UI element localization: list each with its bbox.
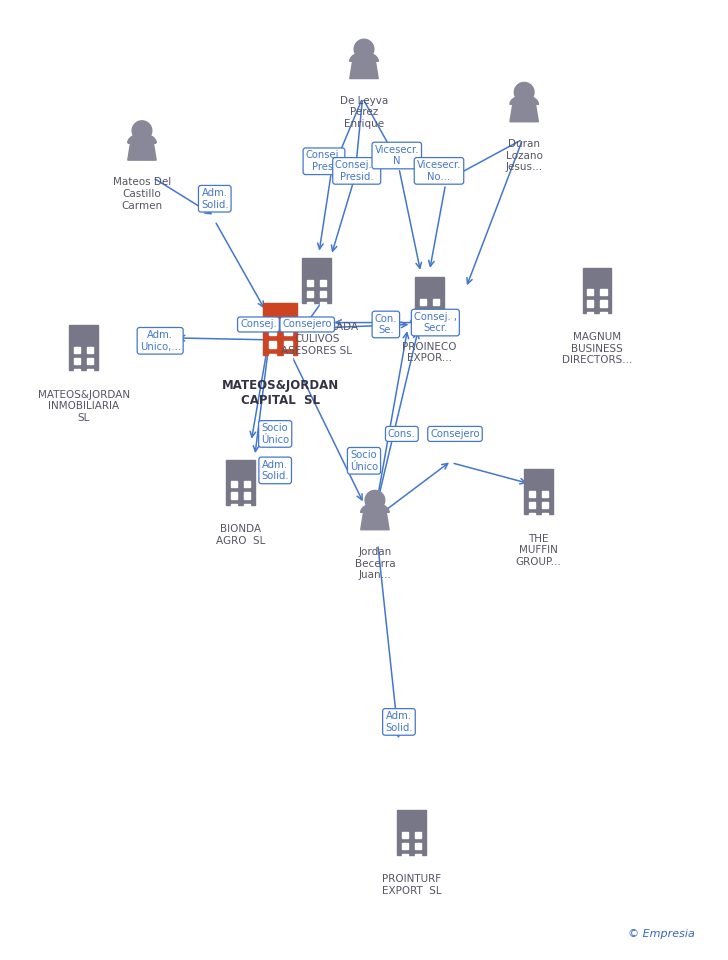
Polygon shape	[349, 53, 379, 61]
Text: Con.
Se.: Con. Se.	[375, 314, 397, 335]
Bar	[231, 481, 237, 488]
Text: Adm.
Unico,...: Adm. Unico,...	[140, 330, 181, 351]
Bar	[307, 302, 313, 308]
Bar	[415, 854, 421, 860]
Bar	[397, 810, 426, 855]
Bar	[285, 328, 292, 335]
Text: PROINTURF
EXPORT  SL: PROINTURF EXPORT SL	[381, 875, 441, 896]
Bar	[587, 289, 593, 296]
Text: PROINTEGRADA
CULIVOS
ASESORES SL: PROINTEGRADA CULIVOS ASESORES SL	[276, 323, 357, 355]
Bar	[231, 504, 237, 510]
Bar	[307, 291, 313, 297]
Bar	[524, 469, 553, 515]
Bar	[87, 370, 93, 375]
Bar	[244, 481, 250, 488]
Text: Socio
Único: Socio Único	[350, 450, 378, 471]
Polygon shape	[128, 143, 157, 160]
Text: Consej. ,
Secr.: Consej. , Secr.	[414, 312, 457, 333]
Bar	[415, 277, 444, 323]
Bar	[415, 843, 421, 849]
Bar	[74, 370, 80, 375]
Bar	[74, 347, 80, 353]
Bar	[587, 312, 593, 318]
Bar	[269, 341, 276, 348]
Polygon shape	[349, 61, 379, 79]
Bar	[433, 299, 439, 305]
Bar	[74, 358, 80, 364]
Text: © Empresia: © Empresia	[628, 929, 695, 939]
Bar	[529, 502, 535, 508]
Text: Vicesecr.
No...: Vicesecr. No...	[416, 160, 462, 181]
Text: BIONDA
AGRO  SL: BIONDA AGRO SL	[215, 524, 265, 545]
Text: Adm.
Solid.: Adm. Solid.	[385, 711, 413, 732]
Bar	[402, 843, 408, 849]
Text: PROINECO
EXPOR...: PROINECO EXPOR...	[403, 342, 456, 363]
Text: MATEOS&JORDAN
CAPITAL  SL: MATEOS&JORDAN CAPITAL SL	[221, 379, 339, 407]
Text: Consejero: Consejero	[282, 320, 332, 329]
Bar	[433, 322, 439, 327]
Text: Cons.: Cons.	[388, 429, 416, 439]
Bar	[69, 325, 98, 371]
Text: MATEOS&JORDAN
INMOBILIARIA
SL: MATEOS&JORDAN INMOBILIARIA SL	[38, 390, 130, 422]
Text: De Leyva
Perez
Enrique: De Leyva Perez Enrique	[340, 96, 388, 129]
Text: Consej.: Consej.	[240, 320, 277, 329]
Bar	[87, 358, 93, 364]
Bar	[587, 300, 593, 306]
Bar	[420, 299, 426, 305]
Text: Consej.
Pres.: Consej. Pres.	[306, 151, 342, 172]
Text: Consej. ,
Presid.: Consej. , Presid.	[335, 160, 379, 181]
Polygon shape	[361, 504, 389, 513]
Bar	[402, 854, 408, 860]
Bar	[87, 347, 93, 353]
Text: Duran
Lozano
Jesus...: Duran Lozano Jesus...	[506, 139, 542, 172]
Bar	[231, 492, 237, 498]
Polygon shape	[361, 513, 389, 530]
Bar	[307, 279, 313, 286]
Text: Consejero: Consejero	[430, 429, 480, 439]
Text: Mateos Del
Castillo
Carmen: Mateos Del Castillo Carmen	[113, 178, 171, 210]
Bar	[415, 831, 421, 838]
Bar	[601, 312, 606, 318]
Bar	[320, 302, 326, 308]
Text: Socio
Único: Socio Único	[261, 423, 289, 444]
Bar	[529, 514, 535, 519]
Bar	[320, 279, 326, 286]
Bar	[244, 504, 250, 510]
Ellipse shape	[365, 491, 385, 510]
Bar	[302, 258, 331, 303]
Text: Adm.
Solid.: Adm. Solid.	[261, 460, 289, 481]
Bar	[542, 491, 548, 497]
Ellipse shape	[514, 83, 534, 102]
Bar	[542, 502, 548, 508]
Text: Vicesecr.
N: Vicesecr. N	[374, 145, 419, 166]
Bar	[529, 491, 535, 497]
Polygon shape	[510, 105, 539, 122]
Bar	[433, 310, 439, 316]
Bar	[542, 514, 548, 519]
Polygon shape	[128, 134, 157, 143]
Bar	[420, 310, 426, 316]
Bar	[269, 328, 276, 335]
Bar	[226, 460, 255, 505]
Bar	[269, 354, 276, 362]
Bar	[285, 354, 292, 362]
Bar	[244, 492, 250, 498]
Text: THE
MUFFIN
GROUP...: THE MUFFIN GROUP...	[516, 534, 561, 566]
Bar	[601, 300, 606, 306]
Bar	[420, 322, 426, 327]
Bar	[320, 291, 326, 297]
Text: Adm.
Solid.: Adm. Solid.	[201, 188, 229, 209]
Bar	[601, 289, 606, 296]
Bar	[285, 341, 292, 348]
Bar	[582, 268, 612, 313]
Bar	[264, 302, 297, 355]
Ellipse shape	[355, 39, 374, 59]
Ellipse shape	[132, 121, 152, 140]
Polygon shape	[510, 96, 539, 105]
Bar	[402, 831, 408, 838]
Text: MAGNUM
BUSINESS
DIRECTORS...: MAGNUM BUSINESS DIRECTORS...	[562, 332, 632, 365]
Text: Jordan
Becerra
Juan...: Jordan Becerra Juan...	[355, 547, 395, 580]
